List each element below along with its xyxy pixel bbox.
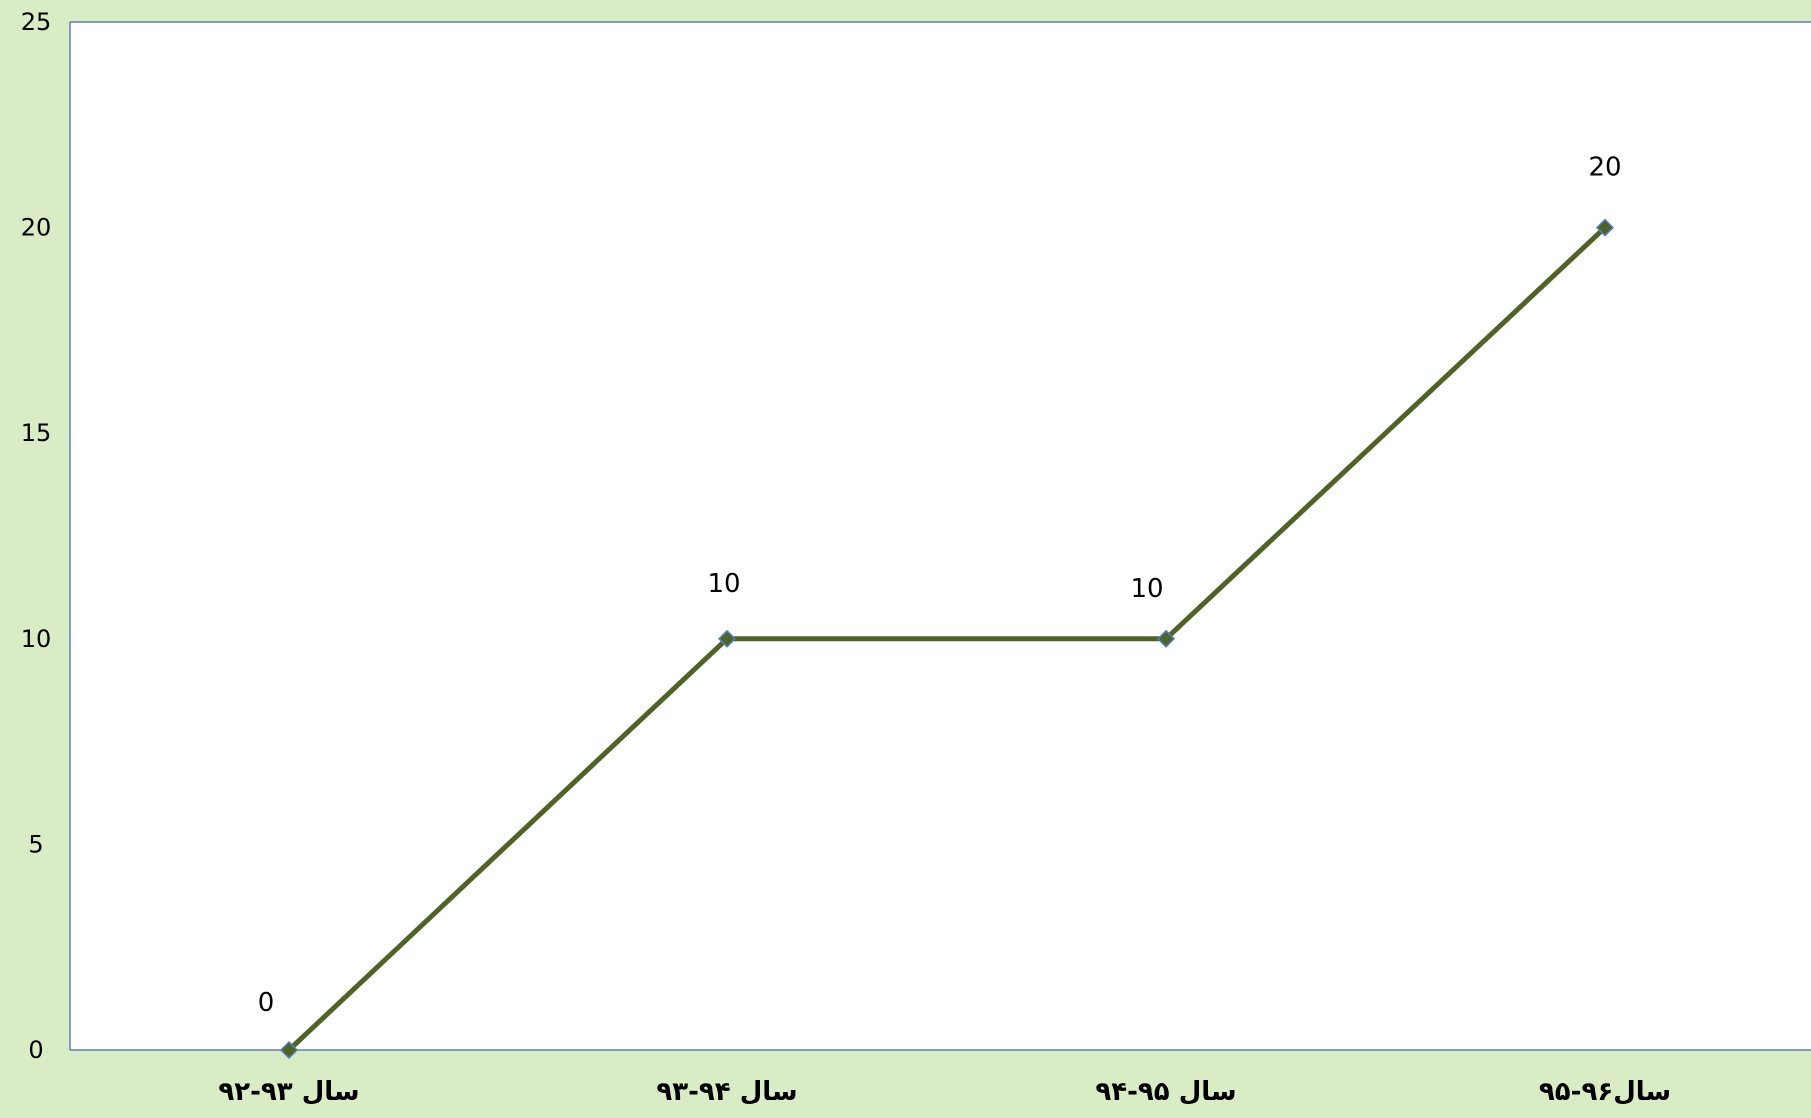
x-tick-label: سال۹۶-۹۵ xyxy=(1539,1077,1671,1107)
data-point-marker xyxy=(1156,629,1176,648)
y-tick-label: 10 xyxy=(21,625,52,653)
series-line xyxy=(287,225,1607,1052)
data-point-marker xyxy=(717,629,737,648)
data-label: 10 xyxy=(1130,574,1163,604)
plot-area xyxy=(70,22,1811,1050)
y-tick-label: 20 xyxy=(21,214,52,242)
data-label: 20 xyxy=(1588,153,1621,183)
data-label: 0 xyxy=(258,988,275,1018)
y-tick-label: 15 xyxy=(21,419,52,447)
series-group xyxy=(279,218,1615,1060)
x-tick-label: سال ۹۳-۹۲ xyxy=(218,1077,359,1107)
data-point-marker xyxy=(1595,218,1615,237)
data-labels: 0 10 10 20 xyxy=(258,153,1622,1018)
y-axis-ticks: 0 5 10 15 20 25 xyxy=(21,8,52,1064)
x-tick-label: سال ۹۵-۹۴ xyxy=(1095,1077,1236,1107)
axes xyxy=(69,21,1811,1051)
x-tick-label: سال ۹۴-۹۳ xyxy=(656,1077,797,1107)
data-point-marker xyxy=(279,1040,299,1060)
y-tick-label: 5 xyxy=(28,830,43,858)
y-tick-label: 0 xyxy=(28,1036,43,1064)
data-label: 10 xyxy=(707,569,740,599)
y-tick-label: 25 xyxy=(21,8,52,36)
x-axis-ticks: سال ۹۳-۹۲ سال ۹۴-۹۳ سال ۹۵-۹۴ سال۹۶-۹۵ xyxy=(218,1077,1671,1107)
